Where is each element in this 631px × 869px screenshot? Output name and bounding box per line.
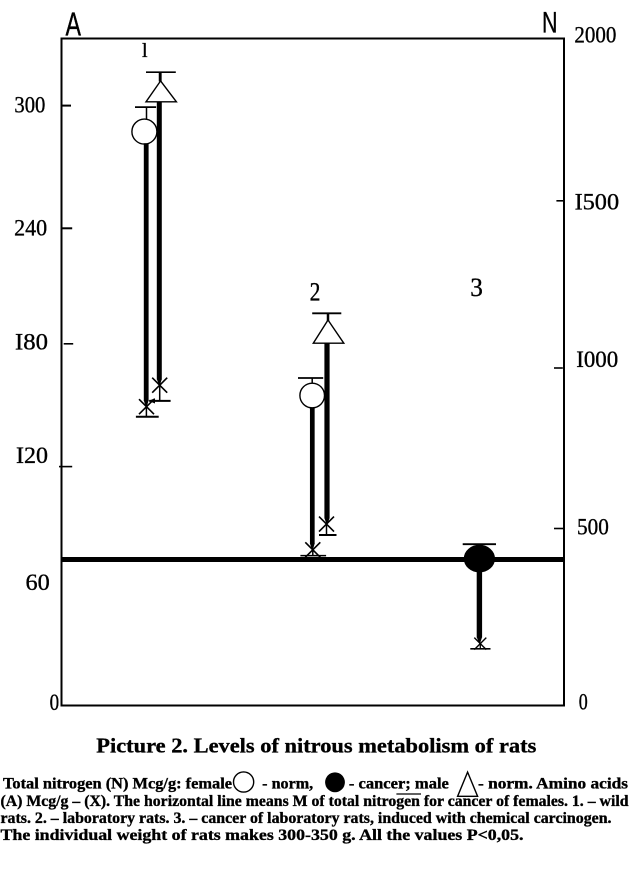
svg-text:I500: I500 [575, 190, 620, 215]
svg-text:I20: I20 [16, 443, 48, 468]
svg-text:rats. 2. – laboratory rats. 3.: rats. 2. – laboratory rats. 3. – cancer … [1, 810, 612, 827]
svg-text:- norm. Amino acids: - norm. Amino acids [478, 776, 628, 793]
svg-text:3: 3 [470, 273, 483, 302]
svg-text:0: 0 [579, 690, 588, 715]
svg-text:2000: 2000 [574, 22, 616, 47]
svg-text:A: A [66, 6, 82, 43]
svg-text:60: 60 [26, 570, 50, 595]
svg-text:- norm,: - norm, [262, 776, 313, 793]
svg-text:N: N [542, 7, 558, 40]
svg-text:240: 240 [14, 216, 47, 241]
svg-text:Picture 2. Levels of nitrous m: Picture 2. Levels of nitrous metabolism … [96, 734, 536, 758]
svg-text:Total nitrogen (N) Mcg/g: fema: Total nitrogen (N) Mcg/g: female [3, 776, 232, 793]
svg-text:The individual weight of rats: The individual weight of rats makes 300-… [1, 827, 524, 844]
svg-text:I000: I000 [576, 347, 618, 372]
svg-text:l: l [142, 40, 148, 62]
svg-text:300: 300 [14, 93, 45, 118]
svg-text:- cancer; male: - cancer; male [349, 776, 449, 793]
svg-text:(A) Mcg/g – (X). The horizonta: (A) Mcg/g – (X). The horizontal line mea… [1, 793, 629, 810]
svg-text:I80: I80 [15, 330, 48, 355]
svg-text:500: 500 [577, 514, 609, 539]
svg-text:0: 0 [50, 690, 60, 715]
svg-text:2: 2 [310, 277, 321, 306]
